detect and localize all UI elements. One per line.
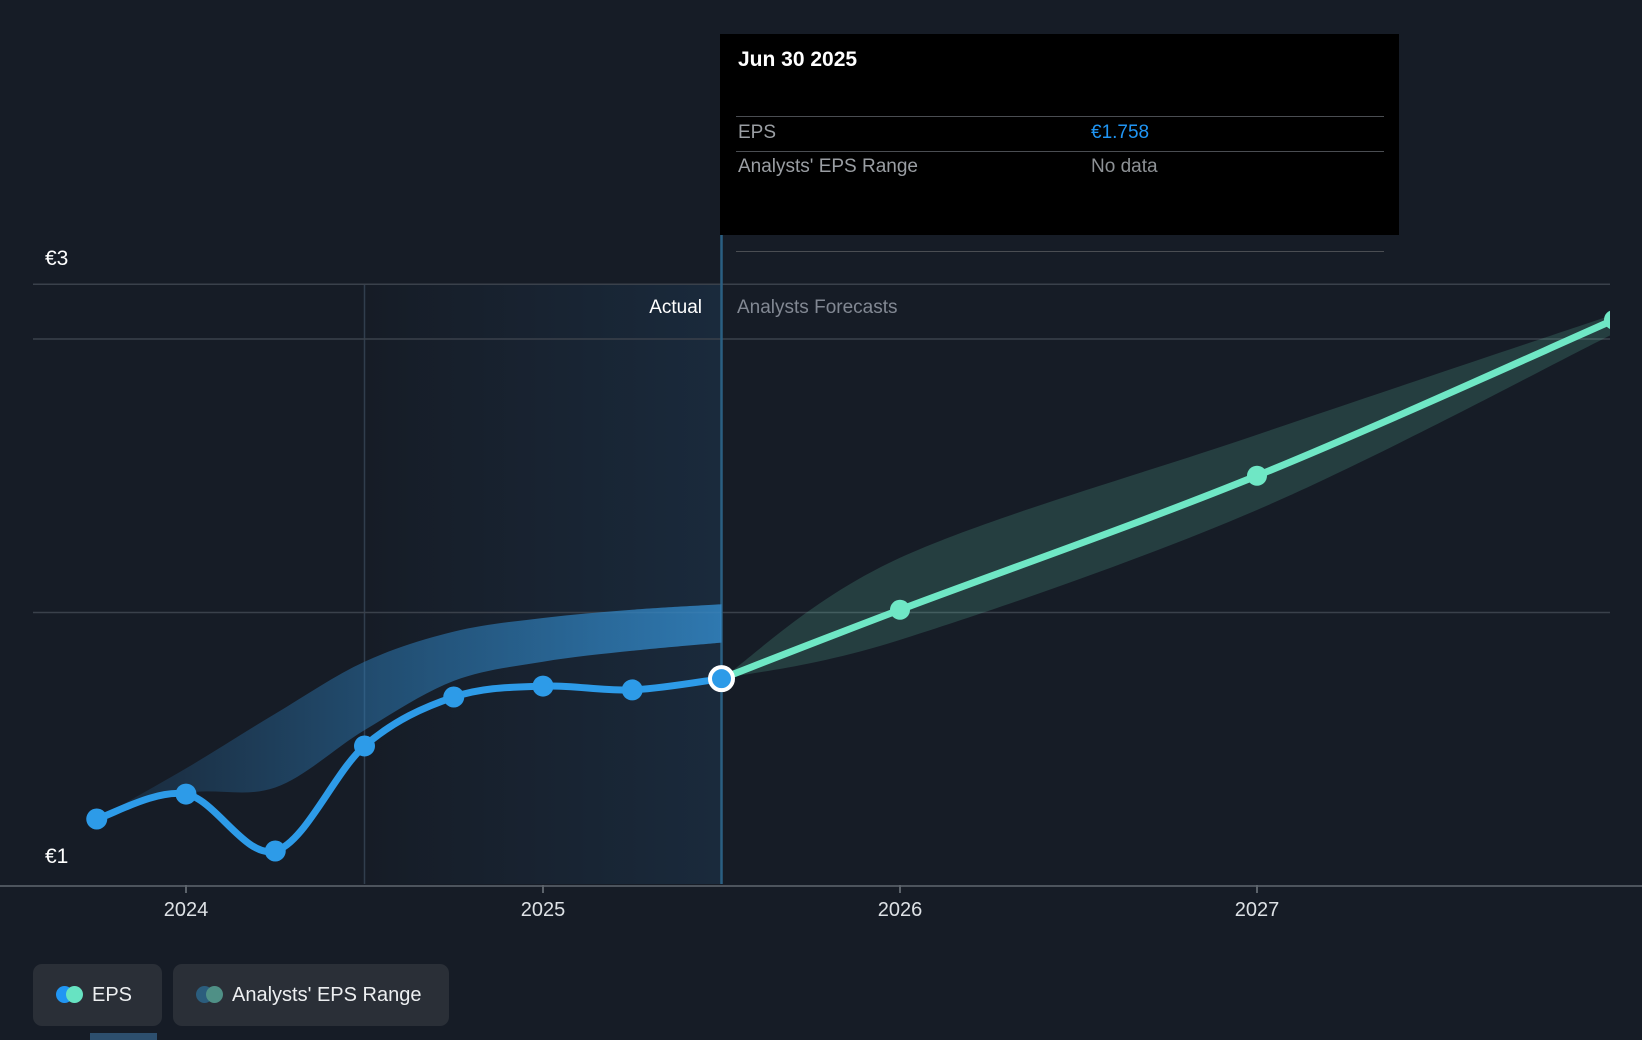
eps-forecast-line: [718, 317, 1610, 683]
tooltip-eps-label: EPS: [738, 122, 777, 143]
eps-forecast-point[interactable]: [890, 599, 910, 620]
forecast-eps-range-band: [721, 315, 1610, 679]
eps-actual-point[interactable]: [621, 679, 643, 701]
eps-actual-point[interactable]: [532, 675, 554, 697]
eps-forecast-point[interactable]: [1247, 465, 1267, 486]
legend-label-analysts-range: Analysts' EPS Range: [232, 983, 422, 1006]
phase-label-forecast: Analysts Forecasts: [737, 297, 898, 318]
eps-actual-line: [93, 675, 725, 856]
eps-forecast-point[interactable]: [1604, 310, 1624, 330]
x-tick-2025: 2025: [520, 899, 566, 921]
analysts-range-icon: [196, 986, 223, 1004]
tooltip-divider: [736, 151, 1384, 152]
phase-label-actual: Actual: [649, 297, 702, 318]
y-axis-label-top: €3: [45, 247, 69, 270]
y-axis-label-bottom: €1: [45, 845, 69, 868]
tooltip-eps-value: €1.758: [1091, 122, 1150, 143]
tooltip-divider: [736, 251, 1384, 252]
tooltip-divider: [736, 116, 1384, 117]
x-tick-2024: 2024: [163, 899, 209, 921]
bottom-partial-bar: [90, 1033, 157, 1040]
eps-actual-point[interactable]: [86, 808, 108, 830]
hover-tooltip: Jun 30 2025 EPS €1.758 Analysts' EPS Ran…: [720, 34, 1399, 252]
legend-toggle-analysts-range[interactable]: Analysts' EPS Range: [173, 964, 449, 1026]
tooltip-range-label: Analysts' EPS Range: [738, 156, 918, 177]
eps-series-icon: [56, 986, 83, 1004]
current-point-jun-30-2025[interactable]: [708, 665, 735, 693]
eps-actual-point[interactable]: [175, 783, 197, 805]
x-tick-2026: 2026: [877, 899, 923, 921]
actual-eps-range-band: [96, 604, 722, 819]
highlight-last-12m: [364, 284, 722, 884]
eps-actual-point[interactable]: [264, 840, 286, 862]
eps-actual-point[interactable]: [443, 686, 465, 708]
eps-actual-point[interactable]: [354, 735, 375, 757]
legend-toggle-eps[interactable]: EPS: [33, 964, 162, 1026]
legend-label-eps: EPS: [92, 983, 133, 1006]
tooltip-range-value: No data: [1091, 156, 1158, 177]
x-tick-2027: 2027: [1234, 899, 1280, 921]
tooltip-date: Jun 30 2025: [738, 48, 858, 71]
